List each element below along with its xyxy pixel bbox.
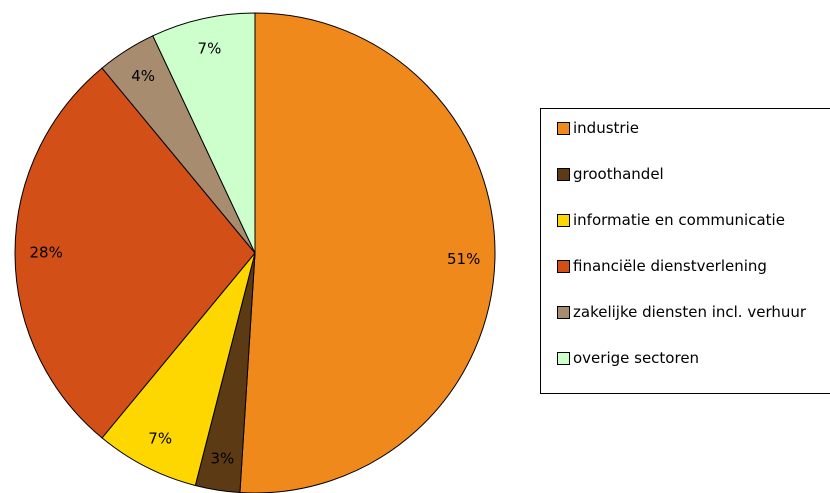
- legend-label: financiële dienstverlening: [573, 257, 767, 275]
- legend-label: overige sectoren: [573, 349, 700, 367]
- data-label: 4%: [131, 67, 155, 85]
- legend-label: industrie: [573, 119, 639, 137]
- legend-swatch: [557, 306, 570, 319]
- legend-item: groothandel: [557, 165, 830, 211]
- legend-label: groothandel: [573, 165, 664, 183]
- legend-item: overige sectoren: [557, 349, 830, 395]
- legend-label: informatie en communicatie: [573, 211, 785, 229]
- legend-swatch: [557, 214, 570, 227]
- legend-item: industrie: [557, 119, 830, 165]
- data-label: 7%: [198, 40, 222, 58]
- data-label: 3%: [210, 450, 234, 468]
- legend-swatch: [557, 168, 570, 181]
- pie-slice: [14, 67, 256, 439]
- legend: industrie groothandel informatie en commun…: [540, 108, 830, 394]
- legend-item: financiële dienstverlening: [557, 257, 830, 303]
- legend-swatch: [557, 122, 570, 135]
- legend-item: informatie en communicatie: [557, 211, 830, 257]
- legend-swatch: [557, 352, 570, 365]
- pie-slice: [152, 12, 256, 254]
- data-label: 28%: [30, 244, 63, 262]
- legend-label: zakelijke diensten incl. verhuur: [573, 303, 807, 321]
- data-label: 51%: [447, 250, 480, 268]
- data-label: 7%: [148, 430, 172, 448]
- pie-slice: [239, 12, 496, 493]
- pie-slice: [101, 252, 256, 487]
- pie-chart: 51% 3% 7% 28% 4% 7%: [14, 12, 496, 493]
- legend-item: zakelijke diensten incl. verhuur: [557, 303, 830, 349]
- legend-swatch: [557, 260, 570, 273]
